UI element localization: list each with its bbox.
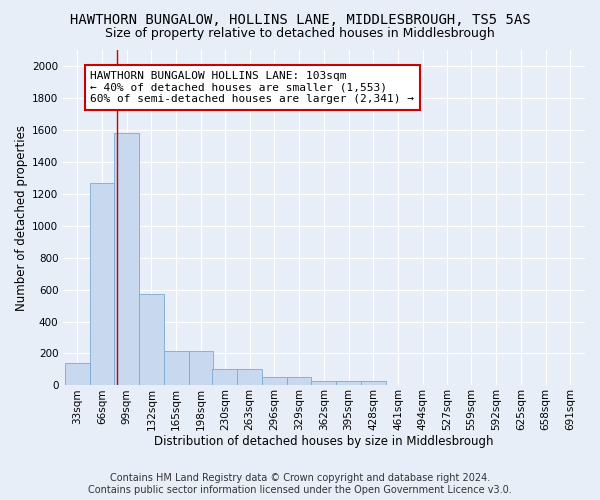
Bar bbox=[139, 294, 164, 386]
Bar bbox=[361, 382, 386, 386]
Bar bbox=[287, 378, 311, 386]
Bar bbox=[336, 382, 361, 386]
Text: Contains HM Land Registry data © Crown copyright and database right 2024.
Contai: Contains HM Land Registry data © Crown c… bbox=[88, 474, 512, 495]
Bar bbox=[115, 133, 139, 386]
X-axis label: Distribution of detached houses by size in Middlesbrough: Distribution of detached houses by size … bbox=[154, 434, 494, 448]
Bar bbox=[311, 382, 336, 386]
Bar bbox=[262, 378, 287, 386]
Bar bbox=[89, 182, 115, 386]
Y-axis label: Number of detached properties: Number of detached properties bbox=[15, 124, 28, 310]
Bar bbox=[65, 363, 89, 386]
Bar bbox=[237, 370, 262, 386]
Bar bbox=[212, 370, 237, 386]
Bar bbox=[188, 351, 213, 386]
Text: Size of property relative to detached houses in Middlesbrough: Size of property relative to detached ho… bbox=[105, 28, 495, 40]
Text: HAWTHORN BUNGALOW HOLLINS LANE: 103sqm
← 40% of detached houses are smaller (1,5: HAWTHORN BUNGALOW HOLLINS LANE: 103sqm ←… bbox=[91, 71, 415, 104]
Text: HAWTHORN BUNGALOW, HOLLINS LANE, MIDDLESBROUGH, TS5 5AS: HAWTHORN BUNGALOW, HOLLINS LANE, MIDDLES… bbox=[70, 12, 530, 26]
Bar bbox=[164, 351, 188, 386]
